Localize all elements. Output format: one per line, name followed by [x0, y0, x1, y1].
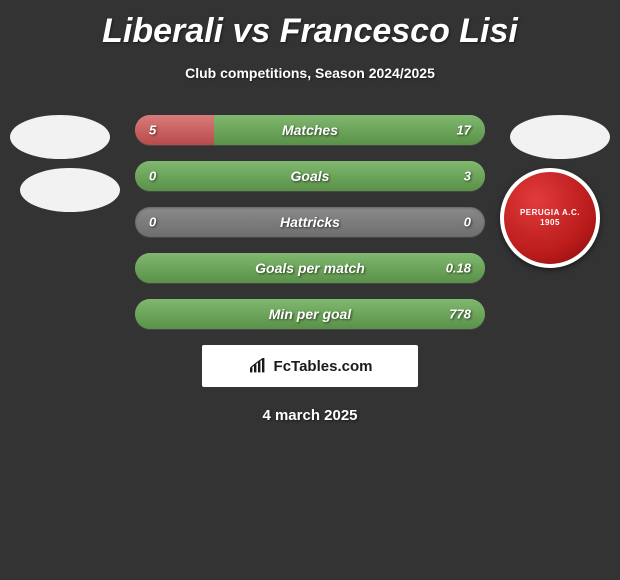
bar-hattricks: 0 Hattricks 0	[135, 207, 485, 237]
bar-gpm-label: Goals per match	[255, 260, 365, 276]
branding-panel: FcTables.com	[202, 345, 418, 387]
bar-mpg-label: Min per goal	[269, 306, 351, 322]
page-subtitle: Club competitions, Season 2024/2025	[0, 65, 620, 81]
player1-badge-top	[10, 115, 110, 159]
club-logo: PERUGIA A.C. 1905	[500, 168, 600, 268]
bar-matches-left-value: 5	[149, 123, 156, 138]
bar-mpg: Min per goal 778	[135, 299, 485, 329]
bar-hattricks-left-value: 0	[149, 215, 156, 230]
bar-goals: 0 Goals 3	[135, 161, 485, 191]
bar-mpg-right-value: 778	[449, 307, 471, 322]
bar-matches-left-fill	[135, 115, 214, 145]
chart-icon	[248, 358, 268, 374]
page-title: Liberali vs Francesco Lisi	[0, 0, 620, 51]
bar-gpm-right-value: 0.18	[446, 261, 471, 276]
player2-badge-top	[510, 115, 610, 159]
bar-gpm: Goals per match 0.18	[135, 253, 485, 283]
club-logo-text: PERUGIA A.C. 1905	[520, 208, 580, 227]
player1-badge-bottom	[20, 168, 120, 212]
bar-hattricks-right-value: 0	[464, 215, 471, 230]
bar-goals-left-value: 0	[149, 169, 156, 184]
branding-text: FcTables.com	[274, 358, 373, 375]
bar-matches-right-value: 17	[457, 123, 471, 138]
bar-hattricks-label: Hattricks	[280, 214, 340, 230]
bar-matches-right-fill	[214, 115, 485, 145]
bar-matches-label: Matches	[282, 122, 338, 138]
bar-goals-label: Goals	[291, 168, 330, 184]
bar-matches: 5 Matches 17	[135, 115, 485, 145]
bar-goals-right-value: 3	[464, 169, 471, 184]
generation-date: 4 march 2025	[0, 407, 620, 424]
